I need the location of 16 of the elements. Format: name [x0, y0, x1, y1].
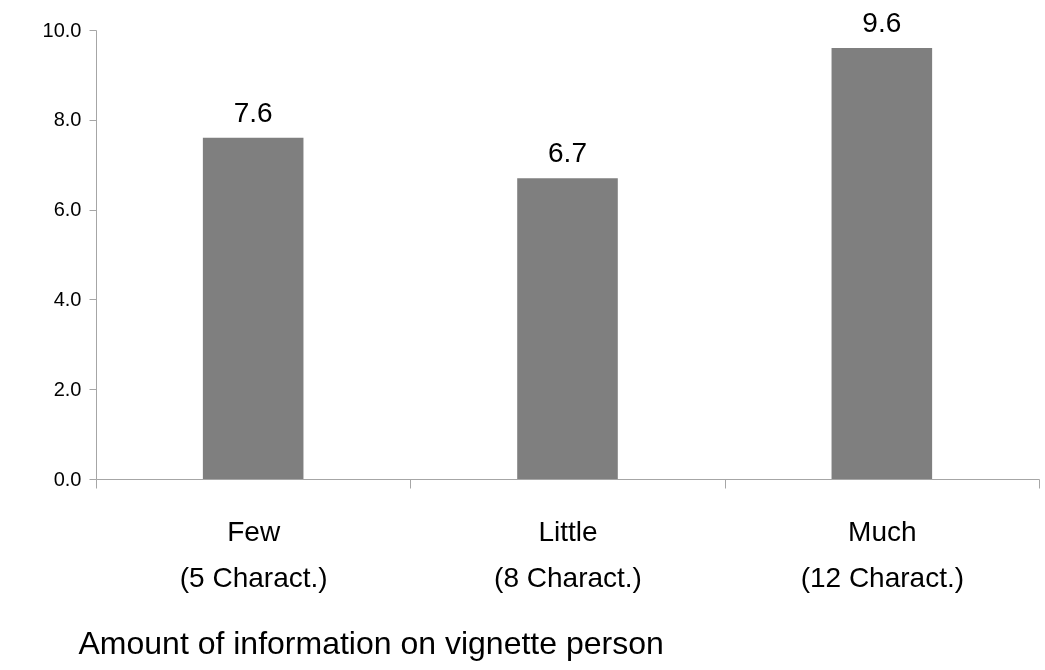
y-tick-label: 2.0	[53, 377, 82, 400]
x-tick-label: Much (12 Charact.)	[800, 515, 965, 593]
y-tick-label: 10.0	[42, 18, 82, 41]
y-tick-label: 4.0	[53, 287, 82, 310]
x-tick-label: Few (5 Charact.)	[179, 515, 328, 593]
y-tick-label: 6.0	[53, 198, 82, 221]
bar	[831, 47, 933, 479]
x-tick-label: Little (8 Charact.)	[494, 515, 642, 593]
bar	[517, 178, 618, 479]
data-label: 7.6	[233, 96, 273, 128]
y-tick-label: 0.0	[53, 467, 82, 490]
x-axis-title: Amount of information on vignette person	[78, 624, 664, 661]
data-label: 9.6	[862, 6, 902, 38]
y-tick-label: 8.0	[53, 108, 82, 131]
bar	[202, 137, 304, 479]
data-label: 6.7	[548, 137, 587, 169]
